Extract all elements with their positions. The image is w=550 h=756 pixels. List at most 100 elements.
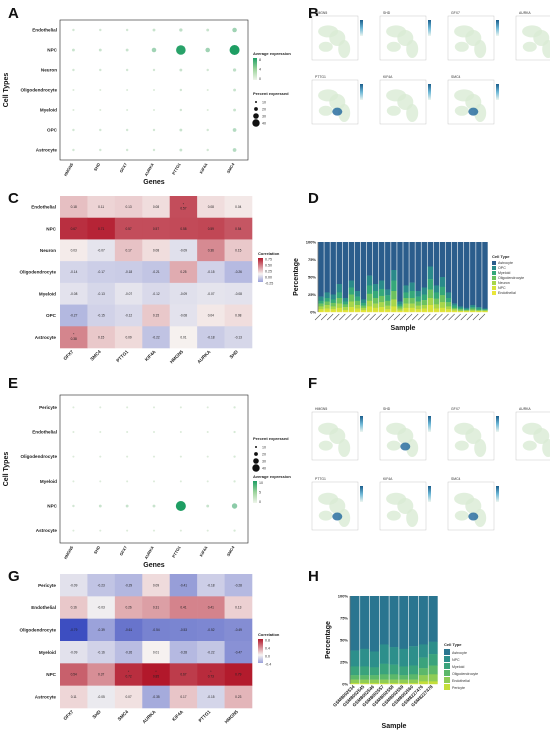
e-pct-legend-dot [254, 452, 258, 456]
d-legend-label: OPC [498, 266, 506, 270]
d-bar-segment [379, 307, 385, 312]
d-bar-segment [360, 307, 367, 311]
d-bar-segment [342, 301, 349, 305]
h-bar-segment [418, 596, 428, 645]
d-bar-segment [445, 306, 452, 310]
e-dot [72, 430, 75, 434]
g-cell [60, 618, 88, 642]
d-bar-segment [421, 300, 427, 306]
b-umap-scale [496, 20, 499, 36]
a-xlabel: Genes [143, 179, 165, 186]
d-sample-tick [430, 313, 437, 321]
d-sample-tick [436, 313, 443, 321]
a-gene-tick: KIF4A [198, 162, 208, 175]
h-bar-segment [360, 666, 370, 676]
g-cell [114, 641, 143, 664]
h-legend-swatch [444, 663, 450, 669]
a-dot [232, 148, 237, 152]
g-cell-label: -0.49 [235, 628, 242, 632]
f-umap-cells [454, 510, 469, 521]
c-col-label: SHD [229, 349, 240, 360]
g-cell [169, 685, 198, 709]
c-cell [224, 261, 253, 284]
f-umap-cells [329, 428, 346, 444]
c-cell-label: -0.18 [125, 270, 132, 274]
f-umap-cells [338, 439, 351, 457]
e-pct-legend-tick: 10 [262, 445, 266, 449]
a-pct-legend-tick: 20 [262, 107, 266, 111]
d-bar-segment [372, 284, 379, 292]
g-col-label: KIF4A [171, 709, 184, 722]
a-expr-legend-tick: 8 [259, 58, 261, 62]
a-dot [126, 88, 129, 92]
b-umap-cells [406, 104, 419, 122]
d-bar-segment [464, 309, 470, 311]
g-row-label: NPC [46, 672, 56, 677]
c-cell [197, 239, 225, 262]
g-cell [87, 685, 116, 709]
g-cell [114, 618, 143, 642]
d-bar-segment [415, 309, 421, 312]
d-sample-tick [381, 313, 389, 321]
c-cell-label: 0.54 [235, 227, 241, 231]
h-bar-segment [408, 596, 419, 647]
g-legend-tick: 0.0 [265, 655, 270, 659]
d-bar-segment [439, 286, 446, 296]
d-bar-segment [330, 302, 336, 307]
a-dot [99, 28, 102, 32]
c-cell-star: * [73, 333, 75, 337]
e-dot [99, 455, 102, 458]
g-cell [142, 685, 171, 709]
d-bar-segment [464, 309, 470, 311]
d-bar-segment [397, 304, 403, 307]
d-sample-tick [442, 313, 449, 321]
c-row-label: Myeloid [39, 291, 56, 296]
a-dot [152, 128, 156, 132]
d-bar-segment [318, 300, 324, 304]
d-bar-segment [457, 307, 464, 310]
h-legend-swatch [444, 656, 450, 662]
a-expr-legend-tick: 4 [259, 68, 261, 72]
g-cell-label: -0.52 [207, 628, 214, 632]
g-cell-label: -0.61 [125, 628, 132, 632]
a-row-label: Astrocyte [36, 148, 58, 153]
d-legend-swatch [492, 281, 496, 285]
g-cell [224, 641, 253, 664]
d-bar-segment [336, 292, 342, 299]
g-legend-title: Correlation [258, 632, 280, 637]
h-bar-segment [428, 596, 438, 642]
g-cell-label: 0.73 [208, 674, 214, 678]
a-pct-legend-dot [252, 119, 260, 127]
d-legend-swatch [492, 266, 496, 270]
c-cell [142, 326, 171, 349]
d-bar-segment [439, 295, 446, 303]
a-dot [233, 88, 237, 92]
d-bar-segment [348, 242, 355, 281]
e-row-label: Myeloid [40, 479, 57, 484]
g-cell-label: 0.79 [235, 673, 241, 677]
h-bar-segment [369, 596, 380, 652]
d-bar-segment [421, 294, 427, 301]
d-sample-tick [357, 313, 364, 321]
c-cell-label: 0.08 [153, 205, 159, 209]
d-bar-segment [385, 305, 391, 310]
h-y-tick: 0% [342, 681, 348, 686]
f-umap-cells [386, 440, 401, 451]
d-bar-segment [330, 311, 336, 313]
d-bar-segment [482, 310, 488, 312]
d-bar-segment [476, 307, 482, 309]
c-cell-label: 0.17 [125, 248, 131, 252]
f-umap-scale [360, 486, 363, 502]
c-cell-label: -0.09 [180, 292, 187, 296]
f-umap-scale [428, 486, 431, 502]
h-legend-swatch [444, 649, 450, 655]
d-bar-segment [366, 300, 373, 307]
g-cell [87, 596, 116, 619]
d-bar-segment [385, 311, 391, 313]
h-bar-segment [360, 675, 370, 680]
c-legend-tick: 0.00 [265, 276, 272, 280]
a-dot [71, 48, 75, 52]
b-umap-title: SMC4 [451, 75, 461, 79]
a-dot [125, 48, 129, 52]
h-bar-segment [408, 665, 419, 675]
